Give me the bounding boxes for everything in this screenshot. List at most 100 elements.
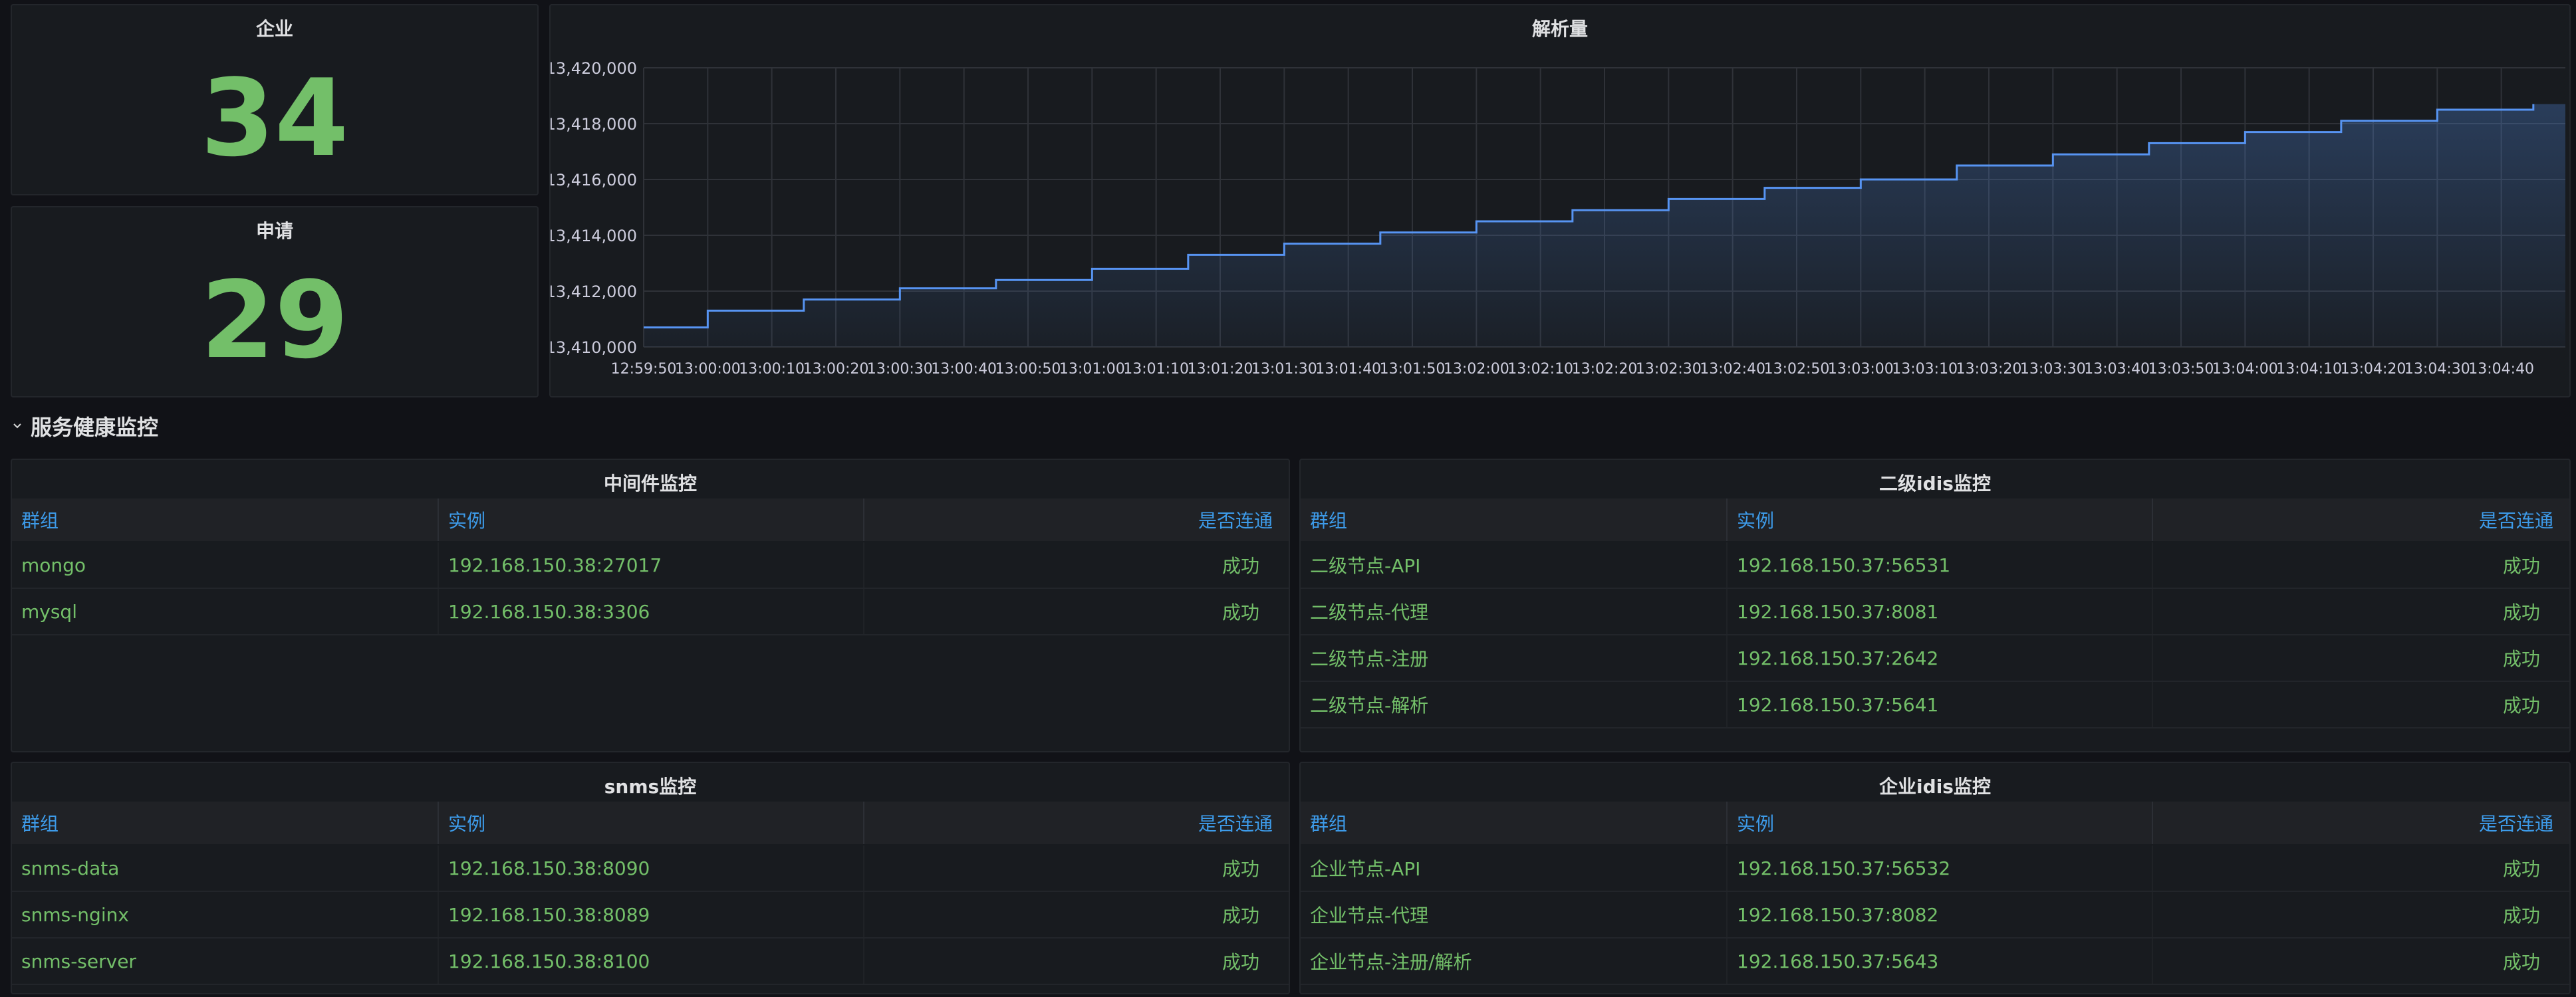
table-title: 中间件监控	[603, 473, 697, 495]
x-tick-label: 13:00:20	[803, 361, 869, 378]
table-row[interactable]: 二级节点-代理 192.168.150.37:8081 成功	[1301, 589, 2569, 635]
x-tick-label: 13:04:30	[2404, 361, 2470, 378]
table-row[interactable]: 企业节点-API 192.168.150.37:56532 成功	[1301, 845, 2569, 892]
x-tick-label: 13:00:30	[867, 361, 933, 378]
column-header[interactable]: 群组	[1310, 813, 1348, 835]
x-tick-label: 13:00:40	[931, 361, 997, 378]
y-tick-label: 13,410,000	[551, 338, 637, 357]
table-cell: 企业节点-注册/解析	[1310, 951, 1472, 973]
x-tick-label: 13:01:50	[1380, 361, 1446, 378]
x-tick-label: 13:04:00	[2212, 361, 2278, 378]
stat-title: 申请	[255, 220, 293, 242]
x-tick-label: 13:03:20	[1956, 361, 2022, 378]
table-row[interactable]: snms-nginx 192.168.150.38:8089 成功	[12, 892, 1289, 939]
table-title: snms监控	[604, 776, 697, 798]
table-panel-snms[interactable]: snms监控 群组 实例 是否连通 snms-data 192.168.150.38:80…	[11, 762, 1290, 994]
table-panel-enterprise-idis[interactable]: 企业idis监控群组 实例 是否连通企业节点-API 192.168.150.37:5…	[1299, 762, 2571, 994]
table-cell: 192.168.150.38:8100	[438, 939, 863, 984]
table-header: 群组 实例 是否连通	[1301, 802, 2569, 844]
series-line[interactable]	[644, 104, 2535, 329]
y-tick-label: 13,416,000	[551, 171, 637, 189]
stat-title: 企业	[255, 18, 293, 40]
table-title: 企业idis监控	[1879, 776, 1991, 798]
table-cell: snms-nginx	[21, 903, 129, 926]
table-cell: 成功	[2152, 845, 2569, 891]
y-tick-label: 13,418,000	[551, 115, 637, 134]
column-header[interactable]: 实例	[1726, 498, 2152, 541]
table-row[interactable]: 企业节点-注册/解析 192.168.150.37:5643 成功	[1301, 939, 2569, 985]
table-panel-middleware[interactable]: 中间件监控群组 实例 是否连通 mongo 192.168.150.38:27017 成功…	[11, 459, 1290, 752]
line-chart: 13,410,000 13,412,000 13,414,000 13,416,000…	[551, 59, 2565, 378]
chart-panel-resolution[interactable]: 解析量 13,410,000 13,412,000 13,414,000 13,416…	[549, 4, 2571, 397]
table-cell: 成功	[2152, 682, 2569, 727]
table-row[interactable]: mongo 192.168.150.38:27017 成功	[12, 542, 1289, 589]
x-tick-label: 13:00:50	[995, 361, 1061, 378]
table-row[interactable]: 二级节点-API 192.168.150.37:56531 成功	[1301, 542, 2569, 589]
table-cell: mongo	[21, 554, 86, 576]
stat-panel-enterprise[interactable]: 企业 34	[11, 4, 539, 195]
table-row[interactable]: mysql 192.168.150.38:3306 成功	[12, 589, 1289, 635]
table-row[interactable]: 二级节点-注册 192.168.150.37:2642 成功	[1301, 635, 2569, 682]
x-tick-label: 13:00:10	[739, 361, 805, 378]
column-header[interactable]: 实例	[1726, 802, 2152, 844]
table-cell: 二级节点-代理	[1310, 602, 1429, 623]
table-cell: 192.168.150.37:56531	[1726, 542, 2152, 588]
table-panel-level2-idis[interactable]: 二级idis监控群组 实例 是否连通二级节点-API 192.168.150.37:5…	[1299, 459, 2571, 752]
table-cell: 192.168.150.37:5641	[1726, 682, 2152, 727]
x-tick-label: 13:02:40	[1700, 361, 1765, 378]
x-tick-label: 13:04:20	[2341, 361, 2406, 378]
table-cell: 192.168.150.37:56532	[1726, 845, 2152, 891]
x-tick-label: 13:01:10	[1123, 361, 1189, 378]
table-cell: 192.168.150.38:3306	[438, 589, 863, 634]
y-tick-label: 13,412,000	[551, 282, 637, 301]
series-area	[644, 104, 2565, 347]
row-header-service-health[interactable]: 服务健康监控	[12, 411, 158, 441]
x-tick-label: 13:03:10	[1892, 361, 1958, 378]
x-tick-label: 13:00:00	[675, 361, 741, 378]
column-header[interactable]: 群组	[1310, 510, 1348, 532]
table-cell: 成功	[863, 939, 1289, 984]
table-row[interactable]: 企业节点-代理 192.168.150.37:8082 成功	[1301, 892, 2569, 939]
x-tick-label: 13:02:00	[1444, 361, 1509, 378]
x-tick-label: 13:01:30	[1251, 361, 1317, 378]
table-cell: 成功	[863, 845, 1289, 891]
column-header[interactable]: 实例	[438, 802, 863, 844]
x-tick-label: 13:04:10	[2276, 361, 2342, 378]
table-cell: 企业节点-API	[1310, 858, 1421, 880]
table-cell: 192.168.150.38:27017	[438, 542, 863, 588]
table-row[interactable]: snms-data 192.168.150.38:8090 成功	[12, 845, 1289, 892]
table-header: 群组 实例 是否连通	[12, 802, 1289, 844]
table-title: 二级idis监控	[1879, 473, 1991, 495]
column-header[interactable]: 是否连通	[863, 498, 1289, 541]
table-cell: snms-data	[21, 857, 120, 879]
table-cell: 二级节点-API	[1310, 555, 1421, 577]
x-tick-label: 13:01:40	[1315, 361, 1381, 378]
table-header: 群组 实例 是否连通	[1301, 498, 2569, 541]
table-cell: 192.168.150.37:5643	[1726, 939, 2152, 984]
stat-panel-application[interactable]: 申请 29	[11, 206, 539, 397]
y-tick-label: 13,420,000	[551, 59, 637, 78]
table-cell: 成功	[863, 542, 1289, 588]
column-header[interactable]: 实例	[438, 498, 863, 541]
column-header[interactable]: 是否连通	[2152, 498, 2569, 541]
column-header[interactable]: 群组	[21, 510, 59, 532]
table-cell: mysql	[21, 600, 77, 623]
column-header[interactable]: 是否连通	[2152, 802, 2569, 844]
table-row[interactable]: 二级节点-解析 192.168.150.37:5641 成功	[1301, 682, 2569, 728]
stat-value: 29	[200, 258, 349, 382]
column-header[interactable]: 是否连通	[863, 802, 1289, 844]
table-cell: 二级节点-解析	[1310, 695, 1429, 717]
x-tick-label: 13:04:40	[2468, 361, 2534, 378]
table-cell: 192.168.150.38:8089	[438, 892, 863, 937]
x-tick-label: 13:03:30	[2020, 361, 2086, 378]
table-row[interactable]: snms-server 192.168.150.38:8100 成功	[12, 939, 1289, 985]
table-cell: 成功	[863, 892, 1289, 937]
x-tick-label: 13:03:00	[1828, 361, 1894, 378]
x-tick-label: 13:01:20	[1188, 361, 1253, 378]
table-cell: 成功	[2152, 939, 2569, 984]
column-header[interactable]: 群组	[21, 813, 59, 835]
table-cell: 二级节点-注册	[1310, 648, 1429, 670]
x-tick-label: 13:02:30	[1636, 361, 1702, 378]
x-tick-label: 13:02:10	[1507, 361, 1573, 378]
table-header: 群组 实例 是否连通	[12, 498, 1289, 541]
